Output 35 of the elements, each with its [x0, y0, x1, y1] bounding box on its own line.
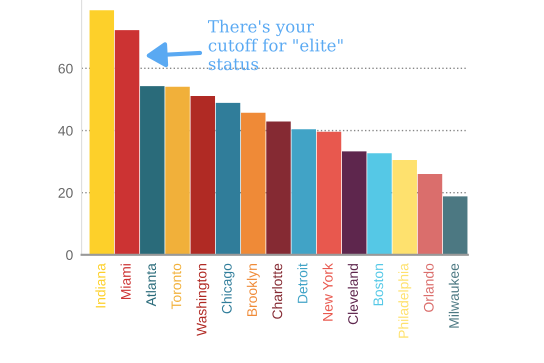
- x-tick-label: Philadelphia: [398, 263, 412, 338]
- bar: [165, 86, 190, 255]
- bar: [418, 174, 442, 255]
- y-tick-label: 60: [58, 64, 73, 74]
- bar: [190, 96, 216, 255]
- bar: [342, 151, 366, 255]
- y-tick-label: 0: [66, 250, 73, 260]
- x-tick-label: Toronto: [172, 264, 182, 310]
- bar: [392, 160, 417, 255]
- x-tick-label: Chicago: [222, 264, 234, 314]
- x-tick-label: Atlanta: [146, 263, 156, 306]
- x-tick-label: Brooklyn: [246, 264, 260, 316]
- bar: [140, 86, 165, 255]
- y-tick-label: 40: [58, 126, 73, 136]
- x-tick-label: New York: [322, 263, 333, 321]
- x-tick-label: Washington: [196, 264, 210, 336]
- bar: [241, 112, 266, 255]
- bar: [216, 102, 240, 255]
- x-tick-label: Miami: [120, 264, 131, 300]
- bar: [292, 129, 316, 255]
- bar: [316, 132, 342, 255]
- x-tick-label: Boston: [374, 264, 384, 306]
- x-tick-label: Orlando: [424, 264, 434, 312]
- bar: [114, 30, 140, 255]
- x-tick-label: Cleveland: [348, 264, 358, 324]
- bar: [266, 122, 291, 255]
- x-tick-label: Indiana: [95, 263, 106, 308]
- annotation: There's your cutoff for "elite" status: [208, 20, 343, 70]
- x-tick-label: Detroit: [297, 263, 308, 303]
- bar: [442, 196, 468, 255]
- bar: [367, 153, 392, 255]
- x-tick-label: Charlotte: [272, 264, 282, 319]
- y-tick-label: 20: [58, 188, 73, 198]
- bar: [90, 10, 114, 255]
- x-tick-label: Milwaukee: [448, 264, 459, 328]
